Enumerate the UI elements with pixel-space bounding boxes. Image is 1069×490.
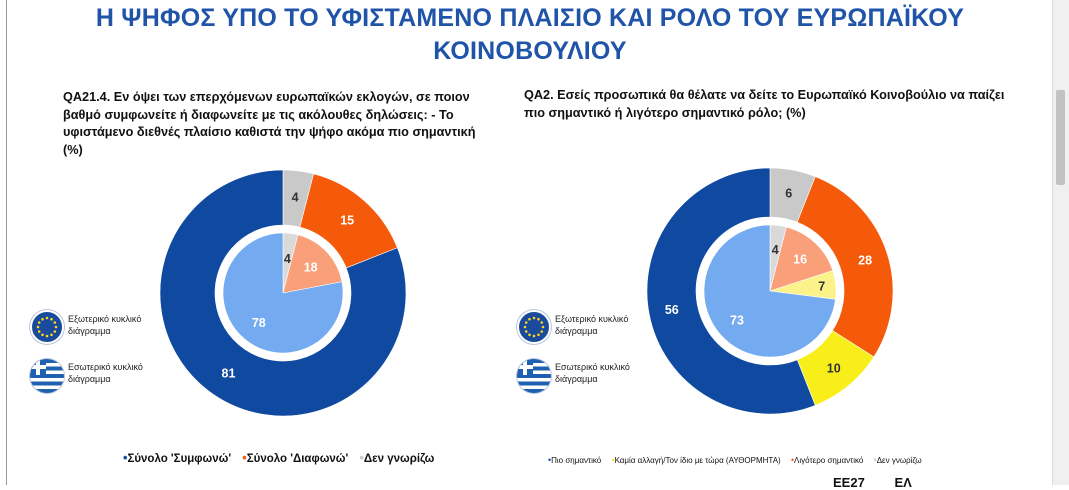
star-icon: [523, 325, 527, 329]
star-icon: [532, 334, 536, 338]
legend-item-less-important: •Λιγότερο σημαντικό: [790, 455, 864, 465]
left-inner-key-label: Εσωτερικό κυκλικό διάγραμμα: [68, 362, 143, 384]
footer-label-el: ΕΛ: [894, 475, 912, 490]
star-icon: [540, 330, 544, 333]
outer-data-label-0: 56: [665, 303, 679, 317]
right-donut-chart: 6 28 10 56 4 16 7 73: [646, 167, 894, 415]
star-icon: [37, 321, 41, 324]
slide-title: Η ΨΗΦΟΣ ΥΠΟ ΤΟ ΥΦΙΣΤΑΜΕΝΟ ΠΛΑΙΣΙΟ ΚΑΙ ΡΟ…: [7, 2, 1053, 68]
eu-stars-icon: [36, 316, 58, 338]
star-icon: [41, 333, 44, 337]
slide-title-line1: Η ΨΗΦΟΣ ΥΠΟ ΤΟ ΥΦΙΣΤΑΜΕΝΟ ΠΛΑΙΣΙΟ ΚΑΙ ΡΟ…: [95, 4, 965, 32]
legend-label: Δεν γνωρίζω: [876, 456, 922, 465]
inner-slice-0: [222, 232, 344, 354]
star-icon: [541, 325, 545, 329]
inner-data-label-2: 4: [284, 252, 291, 266]
inner-slice-0: [703, 224, 836, 358]
star-icon: [528, 317, 531, 321]
inner-data-label-3: 4: [772, 243, 779, 257]
legend-item-no-change: •Καμία αλλαγή/Τον ίδιο με τώρα (ΑΥΘΟΡΜΗΤ…: [611, 455, 781, 465]
legend-item-dontknow: •Δεν γνωρίζω: [873, 455, 922, 465]
footer-labels: EE27 ΕΛ: [833, 475, 938, 490]
legend-label: Σύνολο 'Συμφωνώ': [127, 453, 232, 465]
outer-slice-0: [646, 167, 816, 415]
scrollbar-thumb[interactable]: [1056, 90, 1065, 185]
star-icon: [36, 325, 40, 329]
legend-item-disagree: •Σύνολο 'Διαφωνώ': [242, 451, 349, 465]
eu-flag-icon: [30, 310, 64, 344]
inner-data-label-0: 73: [730, 314, 744, 328]
star-icon: [37, 330, 41, 333]
outer-data-label-1: 10: [827, 362, 841, 376]
eu-flag-icon: [517, 310, 551, 344]
star-icon: [50, 333, 53, 337]
legend-label: Καμία αλλαγή/Τον ίδιο με τώρα (ΑΥΘΟΡΜΗΤΑ…: [614, 456, 781, 465]
star-icon: [45, 316, 49, 320]
greece-flag-icon: [30, 359, 64, 393]
outer-data-label-1: 15: [340, 214, 354, 228]
slide: Η ΨΗΦΟΣ ΥΠΟ ΤΟ ΥΦΙΣΤΑΜΕΝΟ ΠΛΑΙΣΙΟ ΚΑΙ ΡΟ…: [6, 0, 1053, 490]
star-icon: [53, 330, 57, 333]
star-icon: [537, 333, 540, 337]
outer-slice-2: [796, 176, 894, 358]
legend-item-agree: •Σύνολο 'Συμφωνώ': [123, 451, 232, 465]
legend-label: Σύνολο 'Διαφωνώ': [246, 453, 349, 465]
star-icon: [53, 321, 57, 324]
star-icon: [524, 321, 528, 324]
outer-data-label-2: 4: [292, 190, 299, 204]
left-question: QA21.4. Εν όψει των επερχόμενων ευρωπαϊκ…: [63, 90, 476, 157]
legend-item-dontknow: •Δεν γνωρίζω: [359, 451, 435, 465]
star-icon: [540, 321, 544, 324]
star-icon: [524, 330, 528, 333]
inner-data-label-2: 16: [793, 252, 807, 266]
outer-data-label-2: 28: [858, 254, 872, 268]
star-icon: [45, 334, 49, 338]
outer-data-label-3: 6: [785, 186, 792, 200]
right-inner-key-label: Εσωτερικό κυκλικό διάγραμμα: [555, 362, 630, 384]
right-outer-key-label: Εξωτερικό κυκλικό διάγραμμα: [555, 314, 629, 336]
left-outer-key-label: Εξωτερικό κυκλικό διάγραμμα: [68, 314, 142, 336]
star-icon: [537, 317, 540, 321]
star-icon: [54, 325, 58, 329]
legend-label: Δεν γνωρίζω: [363, 453, 435, 465]
right-series-legend: •Πιο σημαντικό •Καμία αλλαγή/Τον ίδιο με…: [548, 455, 930, 465]
legend-label: Λιγότερο σημαντικό: [794, 456, 864, 465]
inner-data-label-0: 78: [252, 316, 266, 330]
legend-item-more-important: •Πιο σημαντικό: [548, 455, 602, 465]
right-question: QA2. Εσείς προσωπικά θα θέλατε να δείτε …: [524, 88, 1005, 120]
inner-slice-2: [769, 226, 834, 292]
footer-label-eu27: EE27: [833, 475, 865, 490]
left-donut-chart: 4 15 81 4 18 78: [159, 169, 407, 417]
outer-data-label-0: 81: [222, 367, 236, 381]
inner-data-label-1: 18: [304, 260, 318, 274]
inner-data-label-1: 7: [818, 280, 825, 294]
star-icon: [532, 316, 536, 320]
left-series-legend: •Σύνολο 'Συμφωνώ' •Σύνολο 'Διαφωνώ' •Δεν…: [123, 451, 442, 465]
vertical-scrollbar[interactable]: [1052, 0, 1069, 485]
star-icon: [50, 317, 53, 321]
star-icon: [41, 317, 44, 321]
outer-slice-0: [159, 169, 407, 417]
greece-flag-icon: [517, 359, 551, 393]
legend-label: Πιο σημαντικό: [551, 456, 602, 465]
inner-slice-1: [282, 234, 343, 294]
star-icon: [528, 333, 531, 337]
eu-stars-icon: [523, 316, 545, 338]
slide-title-line2: ΚΟΙΝΟΒΟΥΛΙΟΥ: [433, 37, 627, 65]
